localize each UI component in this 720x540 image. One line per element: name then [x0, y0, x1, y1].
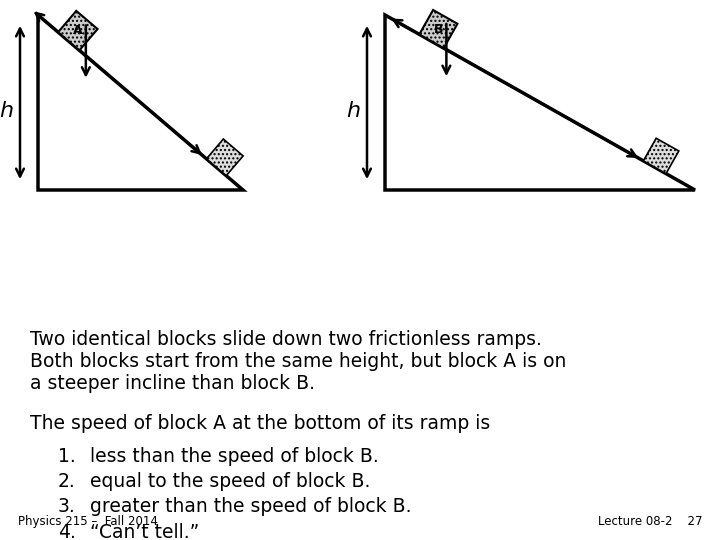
Polygon shape	[419, 10, 457, 48]
Text: Both blocks start from the same height, but block A is on: Both blocks start from the same height, …	[30, 352, 567, 371]
Polygon shape	[385, 15, 695, 190]
Text: h: h	[0, 102, 13, 122]
Text: 2.: 2.	[58, 472, 76, 491]
Text: The speed of block A at the bottom of its ramp is: The speed of block A at the bottom of it…	[30, 414, 490, 433]
Text: greater than the speed of block B.: greater than the speed of block B.	[90, 497, 412, 516]
Polygon shape	[207, 139, 243, 176]
Text: less than the speed of block B.: less than the speed of block B.	[90, 447, 379, 465]
Text: Two identical blocks slide down two frictionless ramps.: Two identical blocks slide down two fric…	[30, 330, 542, 349]
Text: Lecture 08-2    27: Lecture 08-2 27	[598, 515, 702, 528]
Text: equal to the speed of block B.: equal to the speed of block B.	[90, 472, 370, 491]
Polygon shape	[644, 138, 679, 174]
Text: a steeper incline than block B.: a steeper incline than block B.	[30, 374, 315, 393]
Text: B: B	[433, 23, 443, 36]
Text: h: h	[346, 102, 360, 122]
Polygon shape	[38, 15, 243, 190]
Text: 4.: 4.	[58, 523, 76, 540]
Text: A: A	[73, 24, 83, 37]
Polygon shape	[58, 11, 98, 50]
Text: “Can’t tell.”: “Can’t tell.”	[90, 523, 199, 540]
Text: Physics 215 –  Fall 2014: Physics 215 – Fall 2014	[18, 515, 158, 528]
Text: 1.: 1.	[58, 447, 76, 465]
Text: 3.: 3.	[58, 497, 76, 516]
